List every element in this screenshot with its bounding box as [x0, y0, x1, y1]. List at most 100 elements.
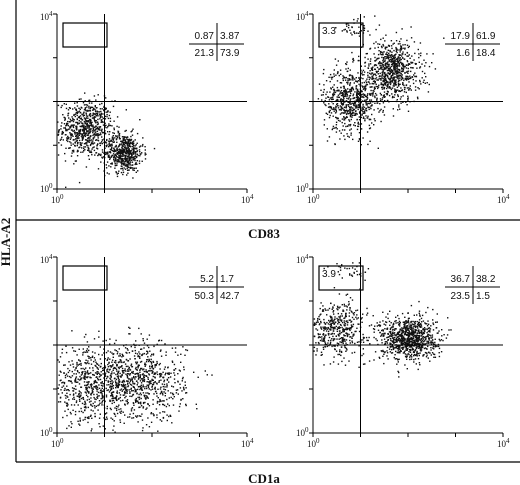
data-point — [101, 108, 103, 110]
data-point — [106, 153, 108, 155]
data-point — [118, 135, 121, 137]
data-point — [147, 397, 149, 399]
data-point — [399, 108, 401, 110]
data-point — [76, 144, 78, 147]
data-point — [64, 152, 66, 155]
data-point — [102, 395, 104, 397]
data-point — [85, 362, 87, 365]
data-point — [374, 95, 376, 97]
data-point — [127, 416, 129, 418]
data-point — [169, 376, 172, 378]
data-point — [87, 155, 90, 157]
data-point — [369, 94, 371, 96]
data-point — [60, 389, 62, 391]
data-point — [331, 96, 333, 99]
data-point — [103, 348, 105, 350]
data-point — [337, 107, 340, 109]
data-point — [346, 116, 348, 118]
scatter-points — [57, 326, 213, 433]
data-point — [148, 358, 150, 361]
data-point — [152, 353, 155, 355]
data-point — [336, 128, 338, 130]
data-point — [116, 409, 118, 412]
data-point — [375, 83, 377, 85]
data-point — [99, 378, 102, 381]
data-point — [156, 402, 159, 404]
data-point — [339, 69, 342, 71]
data-point — [345, 92, 347, 94]
data-point — [148, 381, 150, 384]
data-point — [92, 128, 95, 131]
data-point — [156, 371, 158, 373]
data-point — [100, 391, 103, 394]
data-point — [418, 300, 420, 303]
data-point — [112, 141, 114, 143]
data-point — [348, 97, 350, 99]
data-point — [141, 419, 144, 421]
data-point — [94, 133, 96, 136]
data-point — [397, 331, 400, 333]
data-point — [364, 61, 367, 64]
data-point — [362, 112, 364, 114]
data-point — [86, 370, 89, 372]
data-point — [323, 68, 325, 71]
data-point — [111, 125, 113, 127]
data-point — [404, 88, 406, 91]
data-point — [368, 78, 371, 81]
data-point — [88, 392, 90, 394]
data-point — [104, 413, 107, 415]
data-point — [127, 140, 129, 143]
data-point — [125, 150, 128, 153]
data-point — [418, 319, 421, 321]
data-point — [121, 161, 123, 163]
data-point — [98, 134, 100, 136]
data-point — [328, 321, 331, 323]
data-point — [137, 396, 139, 399]
data-point — [402, 77, 404, 80]
data-point — [68, 389, 70, 392]
data-point — [148, 334, 151, 336]
data-point — [387, 313, 389, 315]
data-point — [116, 162, 118, 164]
data-point — [372, 95, 374, 97]
data-point — [133, 343, 135, 346]
data-point — [140, 405, 143, 407]
data-point — [80, 410, 83, 413]
data-point — [384, 324, 387, 326]
data-point — [382, 45, 385, 47]
data-point — [401, 76, 403, 79]
data-point — [392, 43, 394, 45]
x-tick-label-max: 104 — [497, 437, 510, 449]
data-point — [140, 394, 142, 396]
data-point — [128, 389, 130, 391]
data-point — [96, 376, 98, 378]
data-point — [361, 82, 363, 84]
data-point — [333, 93, 336, 96]
data-point — [347, 77, 349, 80]
data-point — [121, 370, 124, 372]
data-point — [380, 45, 383, 48]
data-point — [366, 78, 368, 80]
data-point — [75, 121, 77, 124]
data-point — [340, 98, 343, 100]
data-point — [139, 155, 141, 157]
data-point — [124, 368, 126, 370]
data-point — [120, 376, 122, 378]
data-point — [120, 158, 122, 161]
data-point — [111, 400, 113, 402]
data-point — [340, 324, 342, 327]
data-point — [327, 309, 329, 311]
data-point — [115, 367, 117, 369]
data-point — [378, 78, 380, 80]
data-point — [344, 117, 347, 119]
data-point — [121, 163, 123, 165]
data-point — [396, 86, 399, 88]
data-point — [120, 160, 122, 162]
data-point — [342, 337, 344, 339]
data-point — [338, 293, 341, 295]
data-point — [418, 343, 420, 346]
data-point — [350, 336, 352, 338]
data-point — [102, 121, 104, 124]
data-point — [96, 373, 98, 375]
data-point — [121, 141, 123, 143]
